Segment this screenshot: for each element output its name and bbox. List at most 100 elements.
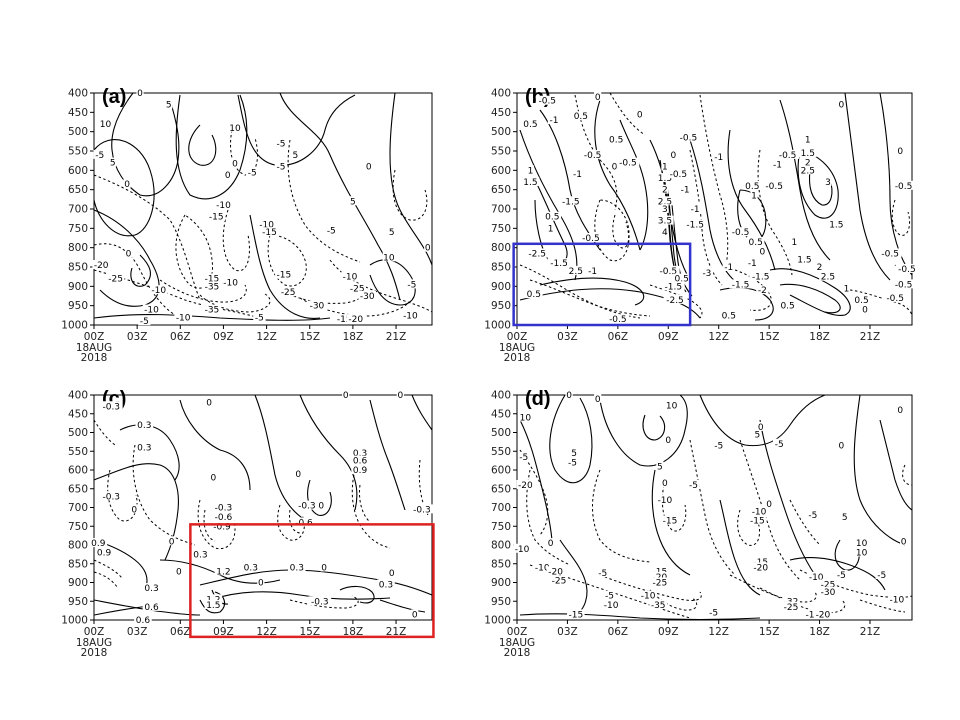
contour-label-bg [837,99,846,109]
contour-label-bg [751,556,770,566]
contour-label-bg [294,468,302,478]
contour-label-bg [203,273,221,283]
contour-label-bg [861,304,869,314]
contour-label: 10 [856,539,868,549]
contour-label-bg [616,157,640,167]
contour-label: 0 [637,110,643,120]
contour-label-bg [134,615,152,624]
contour-label: -5 [255,313,264,323]
panel-d-ytick-label: 400 [491,390,511,402]
panel-b-xtick-label: 15Z [759,331,780,343]
contour-label: -30 [821,588,836,598]
panel-d-ytick-label: 950 [491,596,511,608]
contour-label-bg [841,511,849,521]
contour-label: -5 [248,168,257,178]
contour-label: 0.5 [545,213,559,223]
contour-label: 0 [839,442,845,452]
contour-label-bg [130,504,138,514]
contour-label: -1.5 [562,197,580,207]
contour-label-bg [317,500,325,510]
contour-label-bg [806,510,820,519]
panel-a-ytick-label: 650 [68,184,88,196]
contour-label-bg [204,600,223,609]
contour-label: 0 [131,505,137,515]
contour-label-bg [603,590,616,600]
contour-label: -0.5 [619,159,637,169]
contour-label-bg [782,601,800,611]
contour-label-bg [191,549,210,559]
contour-label: -0.3 [298,502,316,512]
contour-label: -15 [663,517,678,527]
panel-b-xtick-label: 03Z [557,331,578,343]
contour-label-bg [335,314,354,324]
contour-label-bg [661,478,669,488]
panel-d-ytick-label: 1000 [484,615,511,627]
contour-label: -25 [350,284,365,294]
contour-label: 2.5 [801,166,815,176]
contour-label-bg [661,204,669,213]
contour-label-bg [666,169,690,179]
panel-d-ytick-label: 600 [491,465,511,477]
contour-label: 2.5 [658,197,672,207]
contour-label: -5 [714,442,723,452]
contour-label: 0.5 [527,290,541,300]
contour-label-bg [559,196,583,206]
contour-label-bg [594,393,602,403]
contour-label-bg [292,517,316,527]
contour-label: -0.5 [765,182,783,192]
contour-label: 0.3 [144,584,158,594]
contour-label: 0.9 [97,549,112,559]
contour-label: 0 [662,479,668,489]
contour-label: 0.6 [136,616,151,626]
contour-label: 0.3 [379,580,393,590]
contour-label: 0 [412,610,418,620]
panel-d-ytick-label: 750 [491,521,511,533]
contour-label: 0 [366,162,372,172]
contour-label: -2 [758,286,767,296]
contour-label-bg [878,248,902,258]
contour-label-bg [656,461,664,471]
contour-label-bg [883,292,907,302]
contour-label-bg [543,211,562,221]
contour-label-bg [209,472,217,482]
contour-label: 0 [425,244,431,254]
contour-label-bg [776,149,800,159]
contour-label: 10 [383,253,395,263]
panel-b-ytick-label: 650 [491,184,511,196]
panel-b-ytick-label: 400 [491,88,511,100]
panel-d-ytick-label: 800 [491,540,511,552]
contour-label-bg [758,246,767,256]
contour-label-bg [661,161,669,171]
contour-label-bg [547,223,555,233]
contour-label: -5 [709,609,718,619]
contour-label: 0 [318,502,324,512]
panel-a-xtick-label: 00Z [84,331,105,343]
contour-label: -1 [773,161,782,171]
contour-label: 5 [166,101,172,111]
contour-label: 5 [842,513,848,523]
contour-label-bg [746,258,759,268]
contour-label-bg [308,300,326,310]
contour-label: 0 [343,391,349,401]
panel-a-contours [93,92,433,321]
contour-label-bg [571,169,584,179]
contour-label: -5 [568,459,577,469]
contour-label: -25 [108,275,123,285]
contour-label: -15 [568,610,583,620]
contour-label: -5 [140,317,149,327]
panel-a-ytick-label: 1000 [61,320,88,332]
panel-b-xtick-label: 21Z [860,331,881,343]
contour-label: -10 [151,286,166,296]
contour-label: 0 [766,500,772,510]
contour-label: -0.5 [582,234,600,244]
panel-a-label: (a) [102,86,126,108]
panel-b-xtick-label: 12Z [708,331,729,343]
panel-a-ytick-label: 800 [68,242,88,254]
contour-label: -1.5 [732,280,750,290]
contour-label: -20 [94,261,109,271]
contour-label-bg [688,204,702,213]
contour-label-bg [824,176,832,186]
contour-label: -20 [753,564,768,574]
contour-label-bg [533,562,552,572]
contour-label: 1.5 [206,601,220,611]
